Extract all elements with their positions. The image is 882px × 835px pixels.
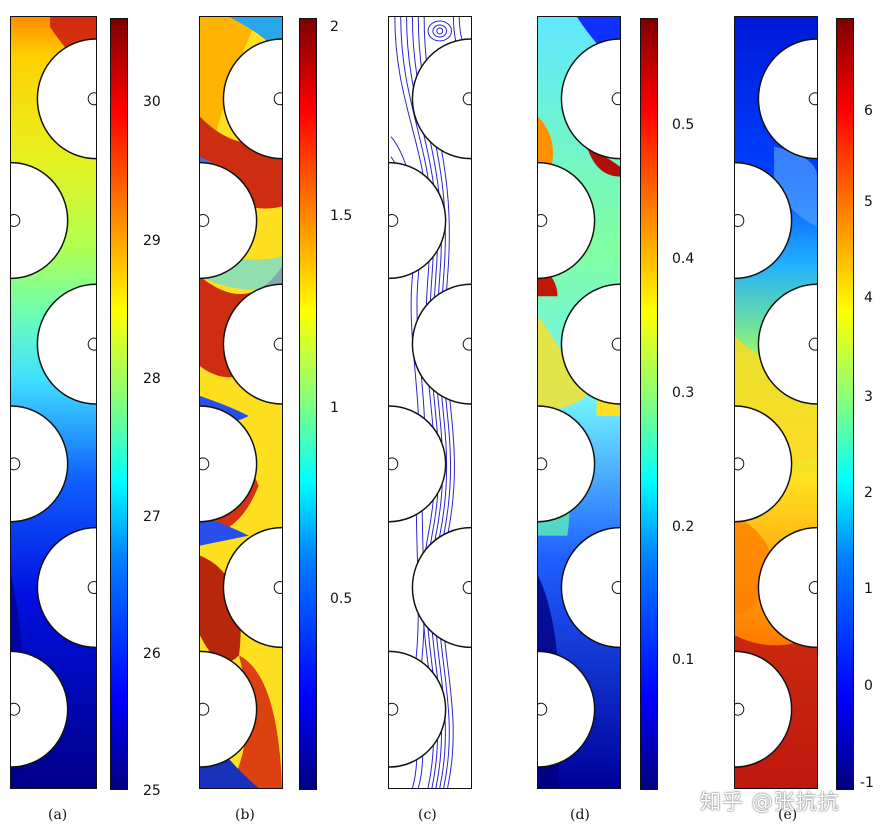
colorbar-e-tick: 0 [864, 678, 873, 694]
colorbar-b-tick: 1.5 [330, 208, 353, 224]
panel-c-streamlines [388, 16, 472, 789]
colorbar-e-tick: 6 [864, 103, 873, 119]
colorbar-a-tick: 30 [143, 94, 161, 110]
colorbar-e-tick: 2 [864, 485, 873, 501]
panel-d-field [537, 16, 621, 789]
caption-d: (d) [570, 807, 590, 823]
caption-e: (e) [778, 807, 798, 823]
watermark-text: 知乎 @张抗抗 [700, 790, 840, 814]
colorbar-a-tick: 26 [143, 646, 161, 662]
colorbar-e-tick: 1 [864, 581, 873, 597]
colorbar-e-tick: 4 [864, 290, 873, 306]
panel-b-velocity-field [199, 16, 283, 789]
colorbar-b [299, 18, 317, 790]
colorbar-a-tick: 29 [143, 233, 161, 249]
colorbar-d-tick: 0.1 [672, 652, 695, 668]
colorbar-d-tick: 0.3 [672, 385, 695, 401]
colorbar-e-tick: 5 [864, 194, 873, 210]
colorbar-e-tick: -1 [860, 775, 874, 791]
colorbar-d-tick: 0.5 [672, 117, 695, 133]
colorbar-d-tick: 0.2 [672, 519, 695, 535]
caption-a: (a) [48, 807, 68, 823]
colorbar-e-tick: 3 [864, 389, 873, 405]
colorbar-a [110, 18, 128, 790]
colorbar-a-tick: 25 [143, 783, 161, 799]
caption-c: (c) [418, 807, 437, 823]
colorbar-e [836, 18, 854, 790]
colorbar-a-tick: 27 [143, 509, 161, 525]
colorbar-b-tick: 0.5 [330, 591, 353, 607]
panel-e-field [734, 16, 818, 789]
colorbar-d [640, 18, 658, 790]
panel-a-temperature-field [10, 16, 97, 789]
colorbar-b-tick: 1 [330, 400, 339, 416]
caption-b: (b) [235, 807, 255, 823]
colorbar-b-tick: 2 [330, 19, 339, 35]
colorbar-d-tick: 0.4 [672, 251, 695, 267]
colorbar-a-tick: 28 [143, 371, 161, 387]
